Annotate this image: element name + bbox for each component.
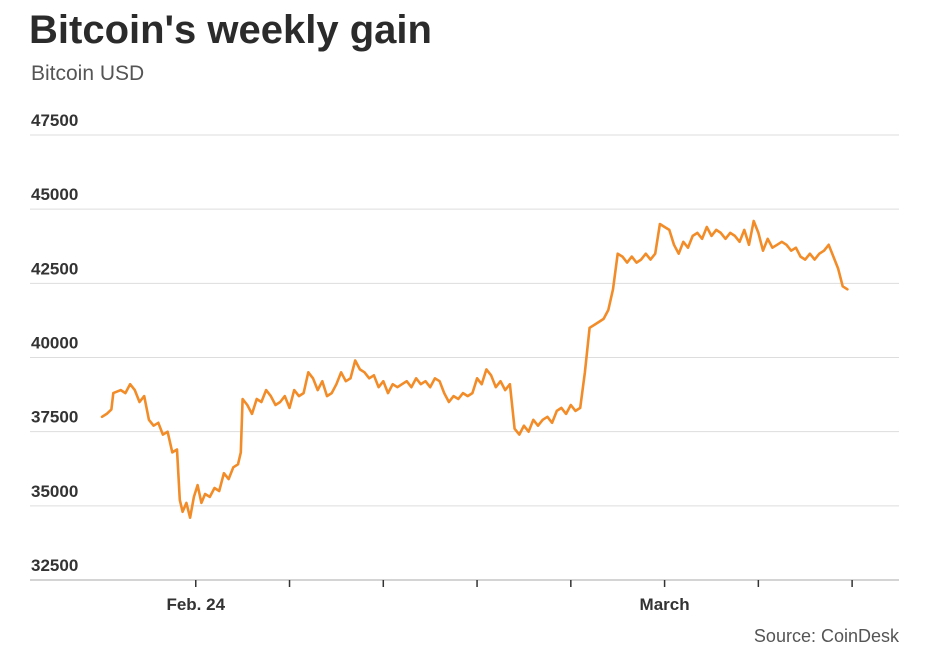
x-axis-ticks: Feb. 24 March [166, 580, 853, 614]
y-tick-label: 42500 [31, 259, 78, 278]
y-tick-label: 37500 [31, 408, 78, 427]
chart-title: Bitcoin's weekly gain [29, 8, 432, 52]
y-tick-label: 35000 [31, 482, 78, 501]
chart-subtitle: Bitcoin USD [31, 62, 145, 85]
y-tick-label: 47500 [31, 111, 78, 130]
y-tick-label: 45000 [31, 185, 78, 204]
x-tick-label: March [640, 595, 690, 614]
y-axis-tick-labels: 47500 45000 42500 40000 37500 35000 32500 [31, 111, 78, 575]
gridlines [30, 134, 899, 507]
y-tick-label: 40000 [31, 334, 78, 353]
x-tick-label: Feb. 24 [166, 595, 225, 614]
price-series-line [100, 219, 849, 519]
y-tick-label: 32500 [31, 556, 78, 575]
source-note: Source: CoinDesk [753, 626, 899, 646]
